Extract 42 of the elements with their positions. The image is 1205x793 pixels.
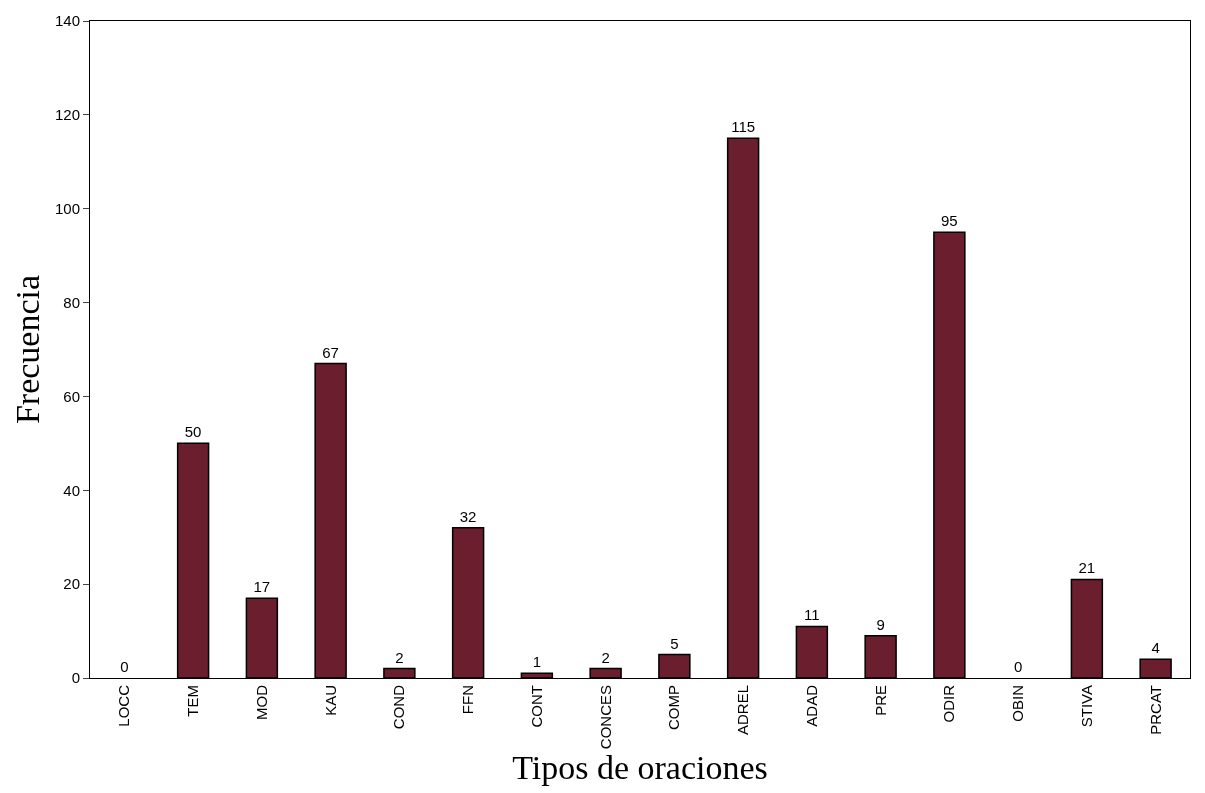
- x-tick-label: STIVA: [1077, 685, 1095, 728]
- data-label: 11: [804, 606, 820, 624]
- x-tick-label: PRCAT: [1146, 685, 1164, 735]
- y-tick-label: 120: [54, 106, 80, 124]
- x-tick-label: ADREL: [734, 685, 752, 736]
- x-tick-label: FFN: [459, 685, 477, 715]
- data-label: 0: [120, 658, 129, 675]
- y-tick-label: 80: [63, 293, 80, 311]
- data-label: 50: [184, 423, 202, 441]
- y-axis-title: Frecuencia: [8, 274, 46, 425]
- x-tick-label: LOCC: [115, 684, 133, 727]
- data-label: 9: [876, 615, 885, 633]
- x-tick-label: TEM: [184, 685, 202, 717]
- data-label: 2: [601, 648, 610, 666]
- y-tick-label: 60: [63, 387, 80, 405]
- x-tick-label: PRE: [871, 685, 889, 716]
- x-tick-label: CONT: [527, 685, 545, 728]
- data-label: 4: [1151, 639, 1160, 657]
- data-label: 5: [670, 634, 679, 652]
- x-tick-label: MOD: [252, 684, 270, 720]
- data-label: 0: [1013, 658, 1023, 675]
- data-label: 95: [941, 212, 958, 230]
- y-tick-label: 0: [71, 669, 80, 687]
- data-label: 17: [253, 578, 271, 596]
- y-tick-label: 140: [54, 12, 80, 30]
- x-tick-label: COND: [390, 684, 408, 730]
- data-label: 32: [459, 507, 477, 525]
- y-tick-label: 20: [63, 575, 80, 593]
- data-label: 115: [731, 118, 756, 136]
- y-tick-label: 40: [63, 481, 80, 499]
- x-axis-title: Tipos de oraciones: [512, 749, 768, 787]
- x-tick-label: COMP: [665, 685, 683, 730]
- x-tick-label: ADAD: [802, 684, 820, 727]
- x-tick-label: CONCES: [596, 685, 614, 750]
- data-label: 1: [532, 653, 542, 671]
- data-label: 2: [395, 648, 404, 666]
- x-tick-label: ODIR: [940, 684, 958, 723]
- data-label: 21: [1078, 559, 1096, 577]
- data-label: 67: [322, 343, 339, 361]
- x-tick-label: OBIN: [1009, 685, 1027, 722]
- x-tick-label: KAU: [321, 685, 339, 716]
- y-tick-label: 100: [54, 199, 80, 217]
